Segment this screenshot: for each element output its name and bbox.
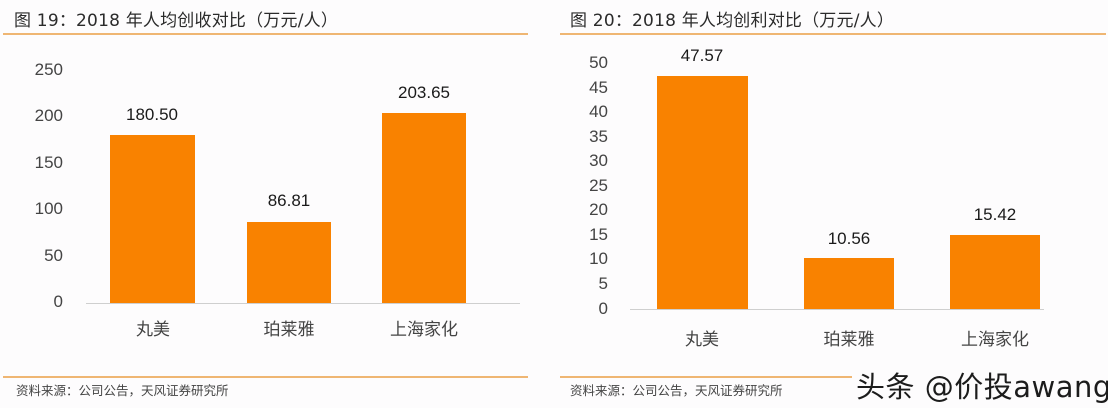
category-label: 丸美 — [136, 320, 170, 340]
chart-title: 图 19：2018 年人均创收对比（万元/人） — [14, 11, 339, 31]
y-tick: 250 — [34, 60, 63, 79]
y-tick: 10 — [589, 249, 608, 268]
bar-jahwa — [382, 113, 466, 303]
watermark: 头条 @价投awang — [852, 364, 1108, 406]
bar-value-label: 86.81 — [267, 191, 311, 210]
category-label: 丸美 — [685, 330, 719, 350]
y-tick: 200 — [34, 106, 63, 125]
y-tick: 0 — [598, 299, 608, 318]
bar-value-label: 15.42 — [973, 205, 1017, 224]
title-divider — [560, 33, 1106, 35]
source-note: 资料来源：公司公告，天风证券研究所 — [570, 383, 783, 398]
category-label: 珀莱雅 — [823, 330, 875, 350]
y-tick: 50 — [44, 246, 63, 265]
x-axis-line — [630, 309, 1044, 310]
y-tick: 50 — [589, 53, 608, 72]
source-divider — [560, 376, 1106, 378]
bar-value-label: 47.57 — [680, 46, 724, 65]
source-divider — [3, 376, 528, 378]
category-label: 上海家化 — [390, 320, 458, 340]
bar-value-label: 180.50 — [126, 105, 178, 124]
bar-value-label: 203.65 — [398, 83, 450, 102]
source-note: 资料来源：公司公告，天风证券研究所 — [16, 383, 229, 398]
y-tick: 45 — [589, 78, 608, 97]
y-tick: 15 — [589, 225, 608, 244]
title-divider — [3, 33, 528, 35]
bar-wanmei — [110, 135, 195, 303]
bar-proya — [804, 258, 894, 309]
chart-title: 图 20：2018 年人均创利对比（万元/人） — [570, 11, 895, 31]
category-label: 珀莱雅 — [263, 320, 315, 340]
y-tick: 30 — [589, 151, 608, 170]
y-tick: 150 — [34, 153, 63, 172]
bar-proya — [247, 222, 331, 303]
y-tick: 5 — [598, 274, 608, 293]
bar-wanmei — [657, 76, 748, 309]
y-tick: 100 — [34, 199, 63, 218]
y-tick: 25 — [589, 176, 608, 195]
y-tick: 40 — [589, 102, 608, 121]
x-axis-line — [86, 303, 520, 304]
y-tick: 35 — [589, 127, 608, 146]
bar-jahwa — [950, 235, 1040, 309]
y-tick: 0 — [53, 292, 63, 311]
y-tick: 20 — [589, 200, 608, 219]
chart-panel-revenue-per-capita: 图 19：2018 年人均创收对比（万元/人） 250 200 150 100 … — [3, 11, 528, 398]
chart-panel-profit-per-capita: 图 20：2018 年人均创利对比（万元/人） 50 45 40 35 30 2… — [554, 0, 1108, 408]
category-label: 上海家化 — [961, 330, 1029, 350]
bar-value-label: 10.56 — [827, 229, 871, 248]
